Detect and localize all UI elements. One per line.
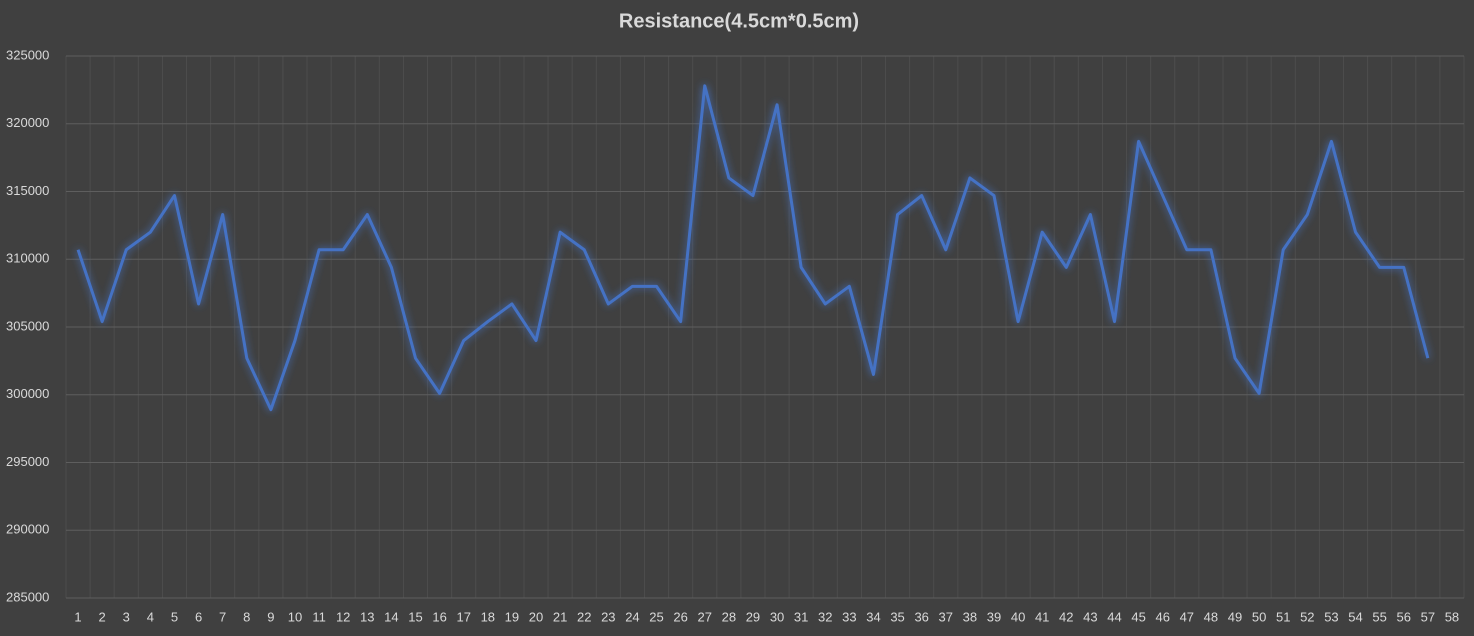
x-tick-label: 14: [384, 609, 398, 624]
x-tick-label: 32: [818, 609, 832, 624]
data-line: [76, 84, 1430, 412]
x-tick-label: 30: [770, 609, 784, 624]
x-tick-label: 38: [963, 609, 977, 624]
x-tick-label: 46: [1155, 609, 1169, 624]
x-tick-label: 5: [171, 609, 178, 624]
x-tick-label: 13: [360, 609, 374, 624]
x-tick-label: 35: [890, 609, 904, 624]
x-tick-label: 25: [649, 609, 663, 624]
x-tick-label: 3: [123, 609, 130, 624]
x-tick-label: 57: [1421, 609, 1435, 624]
y-tick-label: 300000: [6, 386, 49, 401]
x-tick-label: 43: [1083, 609, 1097, 624]
x-tick-label: 47: [1180, 609, 1194, 624]
x-tick-label: 6: [195, 609, 202, 624]
x-tick-label: 31: [794, 609, 808, 624]
x-tick-label: 22: [577, 609, 591, 624]
x-tick-label: 52: [1300, 609, 1314, 624]
chart-title: Resistance(4.5cm*0.5cm): [619, 10, 859, 32]
x-tick-label: 48: [1204, 609, 1218, 624]
x-tick-label: 9: [267, 609, 274, 624]
x-tick-label: 2: [99, 609, 106, 624]
x-tick-label: 19: [505, 609, 519, 624]
x-tick-label: 28: [722, 609, 736, 624]
x-tick-label: 54: [1348, 609, 1362, 624]
x-tick-label: 15: [408, 609, 422, 624]
x-tick-label: 33: [842, 609, 856, 624]
x-tick-label: 21: [553, 609, 567, 624]
x-tick-label: 42: [1059, 609, 1073, 624]
y-tick-label: 290000: [6, 522, 49, 537]
x-tick-label: 51: [1276, 609, 1290, 624]
x-tick-label: 4: [147, 609, 154, 624]
y-tick-label: 295000: [6, 454, 49, 469]
y-tick-label: 305000: [6, 318, 49, 333]
y-tick-label: 310000: [6, 251, 49, 266]
x-tick-label: 40: [1011, 609, 1025, 624]
x-tick-label: 18: [481, 609, 495, 624]
x-tick-label: 8: [243, 609, 250, 624]
y-tick-label: 285000: [6, 589, 49, 604]
x-tick-label: 7: [219, 609, 226, 624]
x-tick-label: 36: [914, 609, 928, 624]
x-tick-label: 41: [1035, 609, 1049, 624]
x-tick-label: 49: [1228, 609, 1242, 624]
x-tick-label: 1: [74, 609, 81, 624]
x-tick-label: 20: [529, 609, 543, 624]
x-tick-label: 16: [432, 609, 446, 624]
y-tick-label: 315000: [6, 183, 49, 198]
x-tick-label: 23: [601, 609, 615, 624]
x-tick-label: 50: [1252, 609, 1266, 624]
x-tick-label: 44: [1107, 609, 1121, 624]
x-tick-label: 45: [1131, 609, 1145, 624]
x-tick-label: 55: [1372, 609, 1386, 624]
x-tick-label: 53: [1324, 609, 1338, 624]
x-tick-label: 39: [987, 609, 1001, 624]
y-tick-label: 325000: [6, 47, 49, 62]
x-tick-label: 56: [1397, 609, 1411, 624]
x-tick-label: 27: [698, 609, 712, 624]
x-tick-label: 37: [939, 609, 953, 624]
x-tick-label: 10: [288, 609, 302, 624]
x-tick-label: 17: [456, 609, 470, 624]
x-tick-label: 58: [1445, 609, 1459, 624]
x-tick-label: 12: [336, 609, 350, 624]
x-tick-label: 11: [312, 609, 326, 624]
x-tick-label: 26: [673, 609, 687, 624]
x-tick-label: 34: [866, 609, 880, 624]
x-tick-label: 29: [746, 609, 760, 624]
y-tick-label: 320000: [6, 115, 49, 130]
x-tick-label: 24: [625, 609, 639, 624]
